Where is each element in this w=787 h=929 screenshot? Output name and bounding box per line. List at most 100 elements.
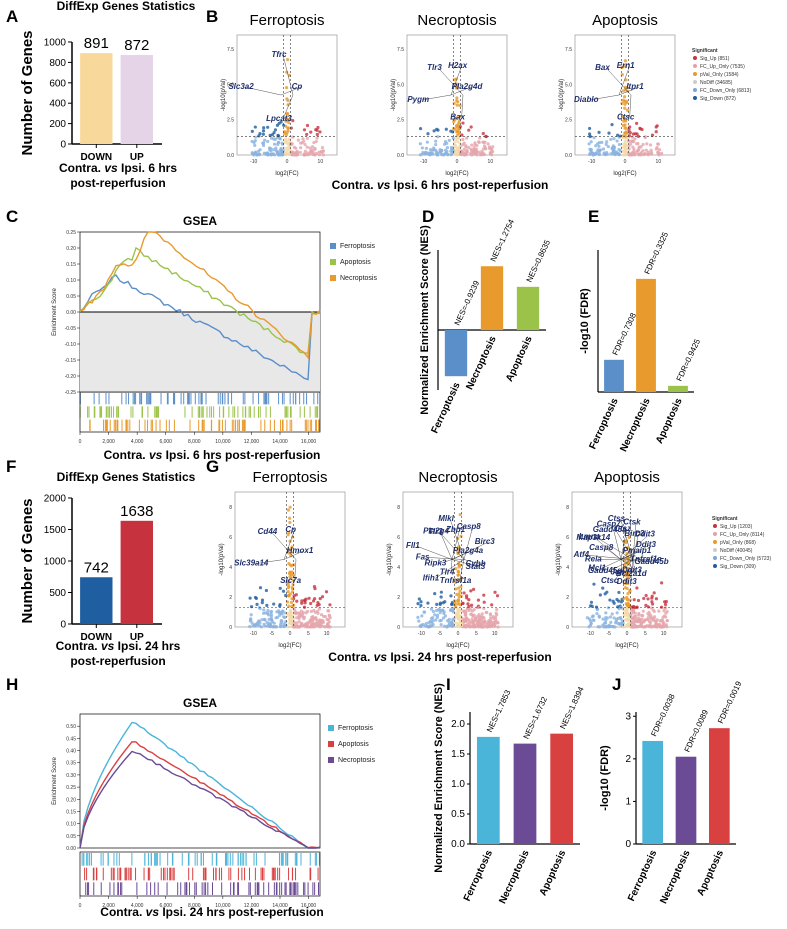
data-point xyxy=(477,140,481,144)
x-tick-label: 5 xyxy=(475,631,478,637)
data-point xyxy=(253,151,257,155)
data-point xyxy=(419,624,423,629)
data-point xyxy=(284,119,288,123)
data-point xyxy=(303,598,307,602)
data-point xyxy=(605,140,609,144)
gene-label: Lmna xyxy=(579,532,601,541)
data-point xyxy=(640,617,644,621)
y-tick-label: 0.10 xyxy=(66,278,76,284)
y-tick-label: 1.5 xyxy=(451,749,465,760)
data-point xyxy=(285,148,289,152)
data-point xyxy=(248,596,252,600)
data-point xyxy=(482,625,486,629)
data-point xyxy=(619,617,623,621)
data-point xyxy=(442,624,447,628)
data-point xyxy=(625,551,629,556)
scatter-points xyxy=(248,505,332,629)
data-point xyxy=(422,610,426,614)
data-point xyxy=(328,603,332,607)
data-point xyxy=(264,588,269,593)
data-point xyxy=(624,611,628,615)
data-point xyxy=(322,624,326,629)
data-point xyxy=(636,620,641,624)
data-point xyxy=(606,144,610,149)
data-point xyxy=(623,563,627,567)
data-point xyxy=(449,145,454,150)
y-tick-label-A: 800 xyxy=(49,58,66,69)
data-point xyxy=(295,599,299,603)
data-point xyxy=(642,596,646,601)
data-point xyxy=(300,601,304,605)
x-tick-label: 16,000 xyxy=(301,439,317,445)
y-tick-label: 6 xyxy=(566,535,569,541)
data-point xyxy=(608,615,613,619)
x-tick-label: DOWN xyxy=(80,632,112,643)
data-point xyxy=(591,618,595,622)
data-point xyxy=(623,59,627,63)
data-point xyxy=(454,578,458,582)
x-axis-label: log2(FC) xyxy=(275,171,298,177)
gene-label: Casp8 xyxy=(589,543,614,552)
data-point xyxy=(625,108,630,112)
data-point xyxy=(434,618,438,622)
data-point xyxy=(495,594,500,598)
data-point xyxy=(424,146,429,150)
data-point xyxy=(272,602,276,606)
data-point xyxy=(302,615,306,619)
gene-pointer xyxy=(271,531,297,560)
gene-label: Ddit3 xyxy=(635,530,656,539)
data-point xyxy=(623,64,627,68)
gsea-line-necroptosis xyxy=(79,750,321,849)
gene-label: Ddit3 xyxy=(636,540,657,549)
data-point xyxy=(286,152,291,157)
data-point xyxy=(308,152,312,156)
data-point xyxy=(647,610,651,614)
gene-pointer xyxy=(630,559,634,583)
data-point xyxy=(276,140,281,145)
gene-label: Cp xyxy=(285,525,296,534)
x-tick-label: Necroptosis xyxy=(618,396,653,453)
bar-apoptosis xyxy=(709,728,730,844)
y-tick-label: 3 xyxy=(625,711,631,722)
data-point xyxy=(615,611,619,615)
data-point xyxy=(474,147,479,151)
legend-label-necroptosis: Necroptosis xyxy=(338,757,375,764)
data-point xyxy=(265,603,269,608)
data-point xyxy=(494,619,499,624)
gene-pointer xyxy=(620,559,636,571)
data-point xyxy=(628,125,632,129)
x-tick-label: -10 xyxy=(418,631,425,637)
data-point xyxy=(471,150,475,154)
y-tick-label: 0.05 xyxy=(66,294,76,300)
data-point xyxy=(591,614,595,618)
data-point xyxy=(311,599,316,603)
legend-marker xyxy=(693,72,697,76)
gene-pointer xyxy=(439,531,465,560)
bar-apoptosis xyxy=(516,286,540,330)
legend-swatch xyxy=(330,275,336,281)
data-point xyxy=(284,137,288,141)
data-point xyxy=(604,616,608,620)
data-point xyxy=(314,151,319,156)
data-point xyxy=(623,95,627,99)
data-point xyxy=(300,612,304,616)
gene-label: Gadd45a xyxy=(593,525,627,534)
data-point xyxy=(309,609,313,614)
data-point xyxy=(286,508,290,512)
y-tick-label: 6 xyxy=(229,535,232,541)
bar-value-label: FDR=0.9425 xyxy=(675,337,703,383)
data-point xyxy=(458,103,462,108)
data-point xyxy=(604,142,608,146)
gene-label: Cp xyxy=(292,82,303,91)
data-point xyxy=(266,125,270,129)
data-point xyxy=(253,125,257,129)
x-tick-label: 10 xyxy=(318,159,324,165)
bar-down xyxy=(80,53,113,145)
data-point xyxy=(250,151,254,155)
y-tick-label: 1 xyxy=(625,796,631,807)
data-point xyxy=(292,622,296,626)
panel-label-c: C xyxy=(6,207,18,226)
y-tick-label: 0 xyxy=(566,625,569,631)
data-point xyxy=(480,612,484,616)
